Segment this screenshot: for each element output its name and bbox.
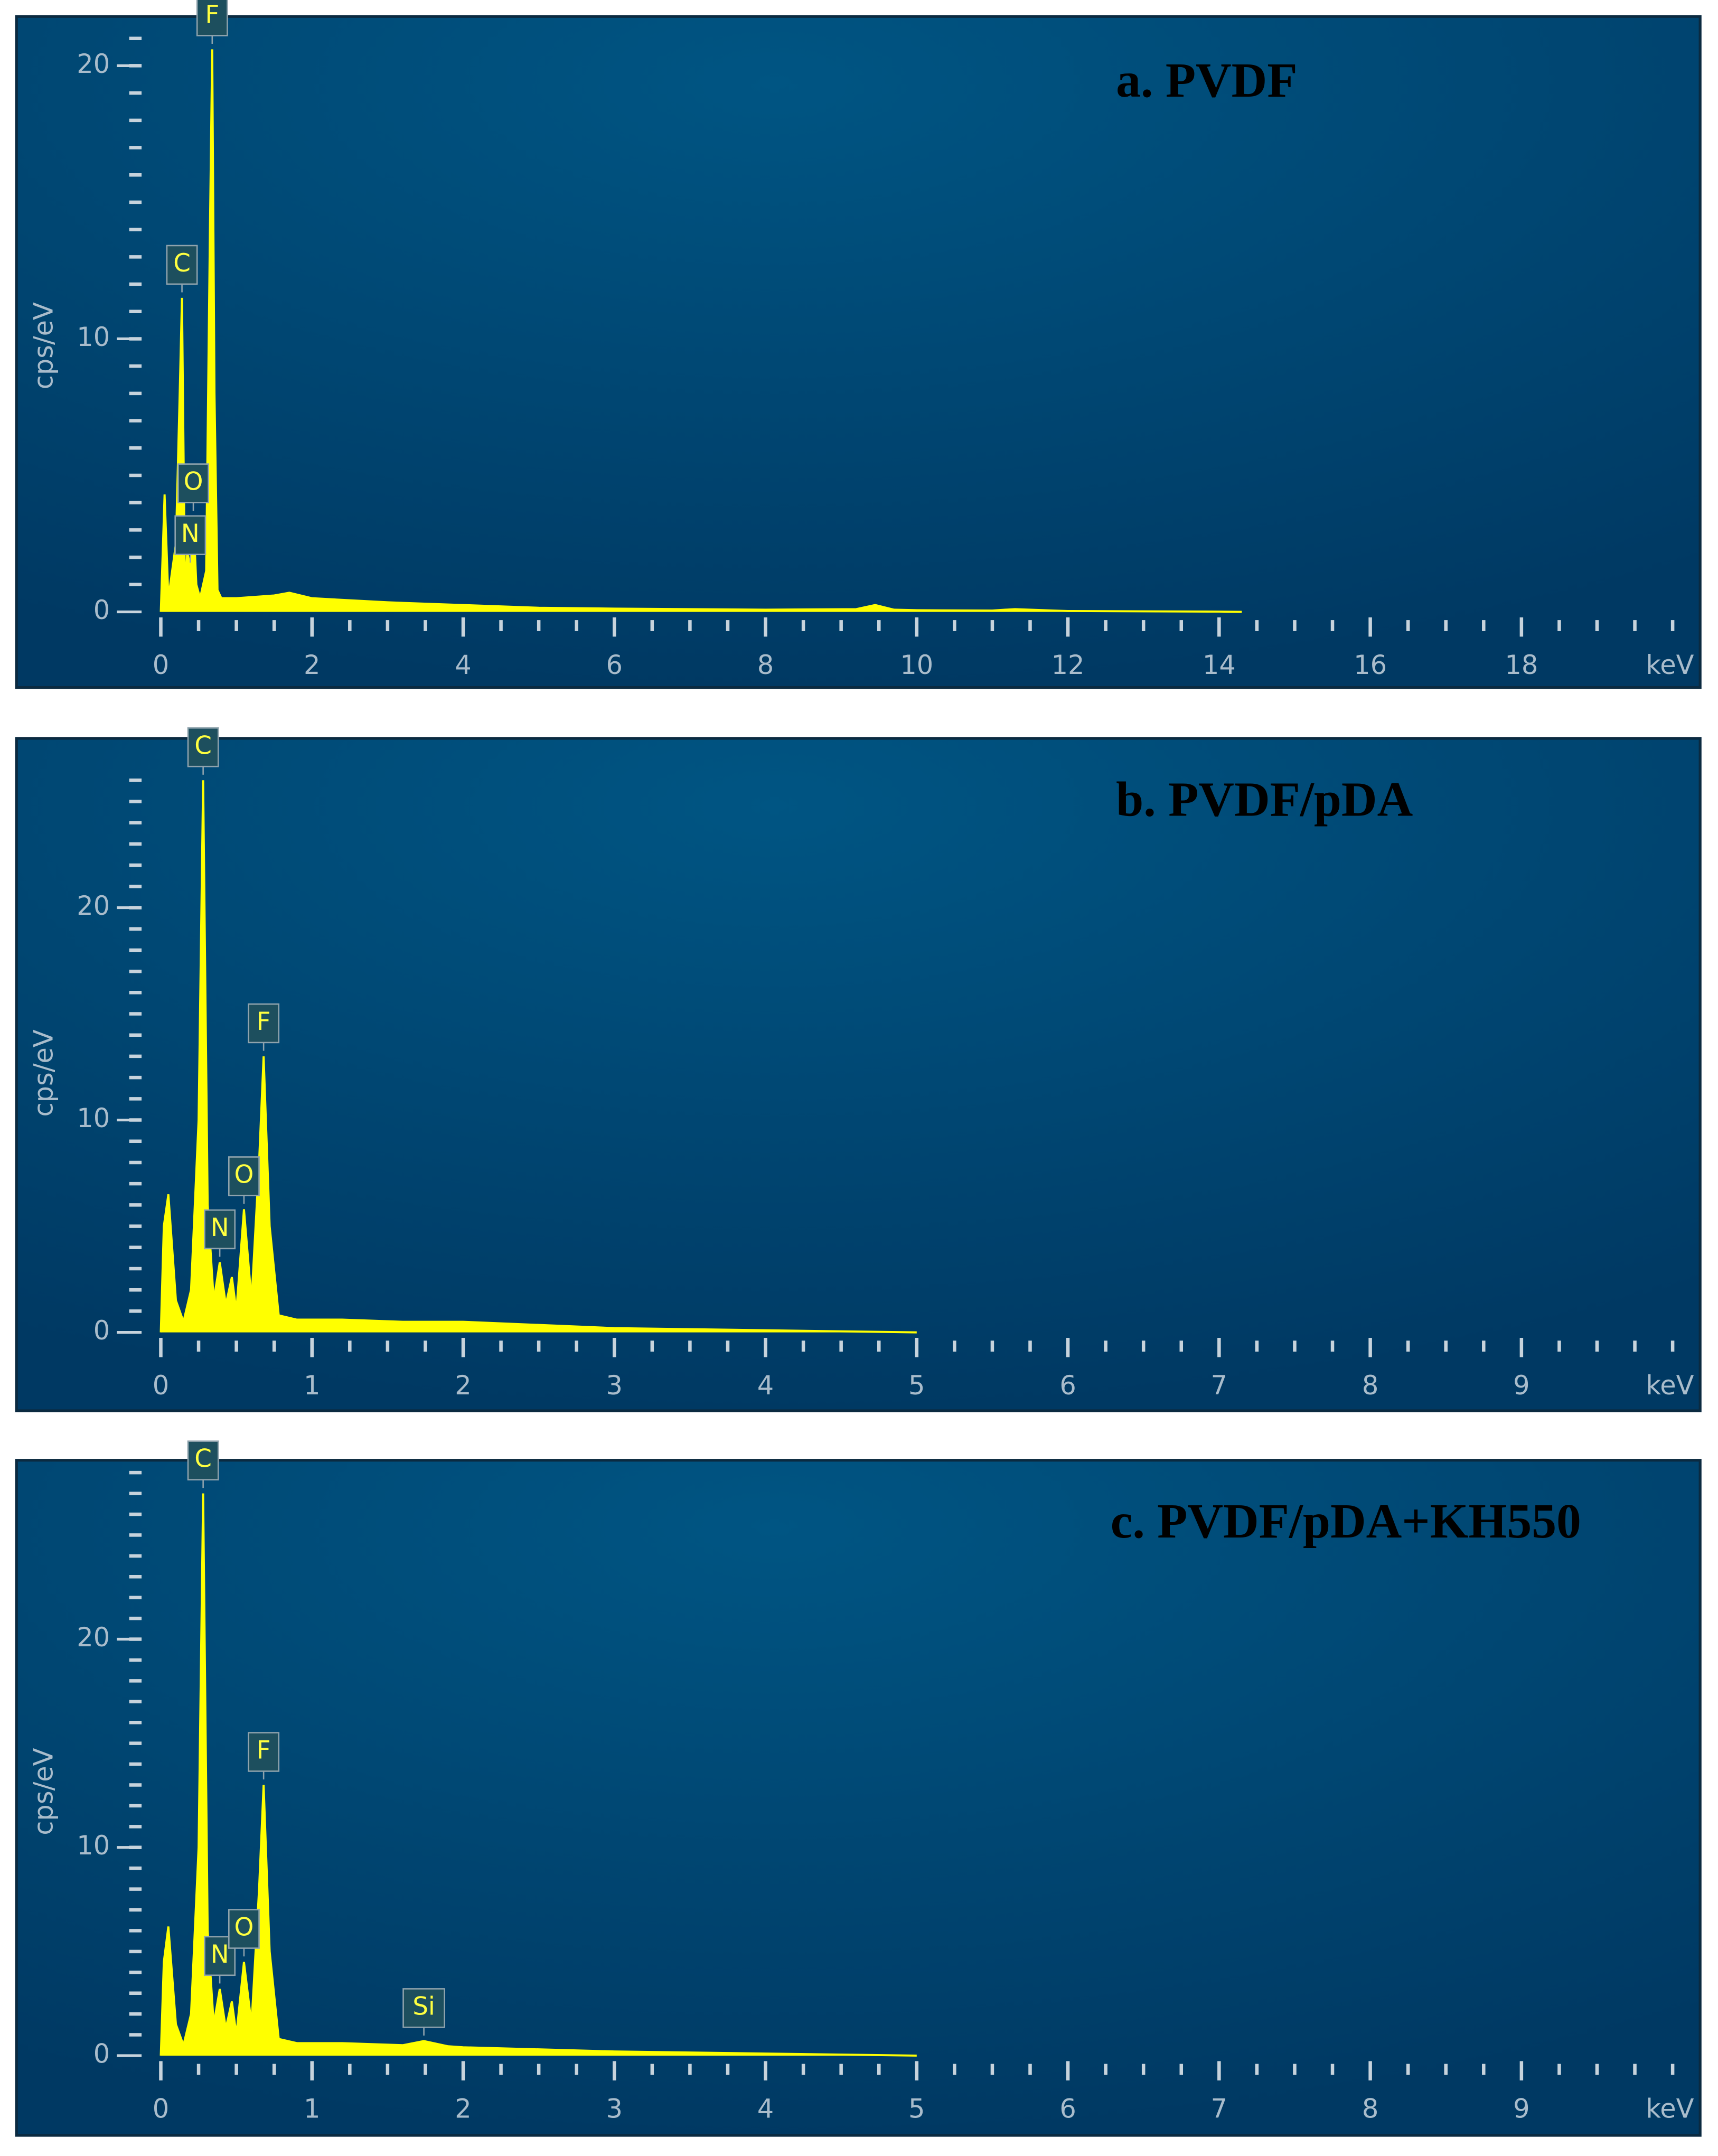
x-tick-label: 7: [1211, 1370, 1227, 1401]
peak-text: N: [211, 1214, 229, 1242]
peak-box: [228, 1156, 260, 1196]
x-tick-label: 5: [908, 1370, 925, 1401]
x-tick-label: 2: [455, 2094, 471, 2124]
peak-box: [204, 1936, 236, 1976]
y-tick-label: 0: [93, 1315, 110, 1346]
peak-label: O: [228, 1156, 260, 1204]
x-tick-label: 6: [1059, 2094, 1076, 2124]
x-axis-label: keV: [1646, 2094, 1694, 2124]
y-tick-label: 20: [77, 890, 110, 921]
peak-box: [402, 1988, 445, 2028]
x-tick-label: 0: [153, 650, 169, 680]
y-tick-label: 10: [77, 1103, 110, 1133]
peak-label: O: [228, 1909, 260, 1957]
y-tick-label: 0: [93, 595, 110, 625]
y-axis-label: cps/eV: [28, 1748, 59, 1835]
peak-box: [248, 1732, 280, 1772]
peak-text: O: [234, 1160, 254, 1189]
x-tick-label: 18: [1505, 650, 1538, 680]
panel-background: [15, 737, 1702, 1412]
peak-box: [177, 463, 209, 503]
x-tick-label: 5: [908, 2094, 925, 2124]
peak-label: O: [177, 463, 209, 511]
peak-text: Si: [412, 1992, 435, 2021]
peak-box: [196, 0, 228, 36]
peak-label: C: [166, 245, 198, 293]
x-tick-label: 0: [153, 1370, 169, 1401]
chart-title: b. PVDF/pDA: [1116, 772, 1413, 827]
peak-label: C: [187, 1440, 219, 1488]
peak-text: F: [257, 1008, 271, 1036]
y-tick-label: 20: [77, 49, 110, 79]
peak-box: [174, 515, 206, 556]
x-tick-label: 14: [1203, 650, 1236, 680]
x-tick-label: 1: [304, 2094, 320, 2124]
x-tick-label: 4: [757, 1370, 774, 1401]
x-tick-label: 2: [304, 650, 320, 680]
peak-text: N: [211, 1941, 229, 1969]
x-tick-label: 9: [1513, 1370, 1529, 1401]
x-tick-label: 9: [1513, 2094, 1529, 2124]
x-tick-label: 2: [455, 1370, 471, 1401]
panel-background: [15, 15, 1702, 689]
peak-label: F: [248, 1003, 280, 1051]
x-tick-label: 16: [1354, 650, 1387, 680]
spectrum-line: [159, 780, 917, 1334]
y-tick-label: 20: [77, 1622, 110, 1653]
chart-title: c. PVDF/pDA+KH550: [1111, 1494, 1581, 1549]
x-tick-label: 12: [1052, 650, 1085, 680]
peak-box: [187, 727, 219, 767]
x-tick-label: 1: [304, 1370, 320, 1401]
x-tick-label: 10: [900, 650, 933, 680]
x-tick-label: 3: [606, 2094, 623, 2124]
x-tick-label: 3: [606, 1370, 623, 1401]
peak-text: C: [194, 1445, 212, 1474]
x-tick-label: 6: [606, 650, 623, 680]
x-tick-label: 8: [757, 650, 774, 680]
panel-background: [15, 1459, 1702, 2137]
peak-text: O: [234, 1914, 254, 1942]
peak-text: N: [181, 520, 200, 548]
y-tick-label: 0: [93, 2038, 110, 2069]
spectrum-line: [159, 1493, 917, 2057]
peak-label: N: [204, 1209, 236, 1257]
spectrum-line: [159, 49, 1242, 613]
chart-title: a. PVDF: [1116, 53, 1297, 108]
peak-label: Si: [402, 1988, 445, 2036]
peak-text: C: [194, 732, 212, 760]
peak-box: [228, 1909, 260, 1949]
peak-text: C: [173, 249, 191, 278]
peak-label: C: [187, 727, 219, 775]
y-axis-label: cps/eV: [28, 1029, 59, 1117]
peak-box: [187, 1440, 219, 1480]
peak-box: [204, 1209, 236, 1250]
x-tick-label: 4: [455, 650, 471, 680]
x-tick-label: 6: [1059, 1370, 1076, 1401]
x-tick-label: 4: [757, 2094, 774, 2124]
peak-text: F: [257, 1736, 271, 1765]
x-tick-label: 7: [1211, 2094, 1227, 2124]
peak-text: O: [184, 468, 203, 496]
peak-label: N: [174, 515, 206, 563]
x-tick-label: 0: [153, 2094, 169, 2124]
peak-label: F: [248, 1732, 280, 1780]
y-tick-label: 10: [77, 322, 110, 352]
peak-text: F: [205, 1, 219, 29]
y-tick-label: 10: [77, 1830, 110, 1861]
x-axis-label: keV: [1646, 1370, 1694, 1401]
peak-box: [248, 1003, 280, 1044]
peak-label: N: [204, 1936, 236, 1984]
peak-label: F: [196, 0, 228, 44]
x-tick-label: 8: [1362, 1370, 1378, 1401]
y-axis-label: cps/eV: [28, 302, 59, 389]
x-tick-label: 8: [1362, 2094, 1378, 2124]
x-axis-label: keV: [1646, 650, 1694, 680]
peak-box: [166, 245, 198, 285]
